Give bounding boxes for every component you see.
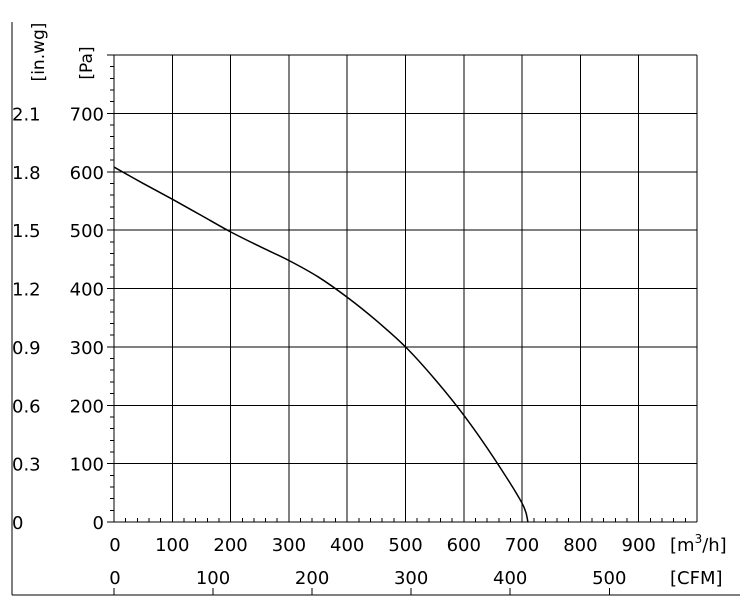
x-tick-label-cfm: 100 [196,568,230,589]
y-tick-label-pa: 100 [70,455,104,476]
x-tick-label-cfm: 500 [592,568,626,589]
y-tick-label-inwg: 0.6 [12,396,41,417]
y-tick-label-inwg: 0 [12,513,23,534]
x-axis-unit-m3h: [m3/h] [670,532,727,556]
y-tick-label-inwg: 0.3 [12,455,41,476]
y-tick-label-pa: 700 [70,104,104,125]
x-tick-label-m3h: 200 [213,535,247,556]
x-axis-unit-cfm: [CFM] [670,568,723,589]
chart-frame [11,22,740,596]
x-unit-tail: /h] [702,535,727,556]
grid [114,55,697,522]
x-tick-label-m3h: 500 [388,535,422,556]
x-tick-label-m3h: 700 [505,535,539,556]
x-unit-sup: 3 [695,532,703,546]
y-axis-unit-inwg: [in.wg] [29,23,49,82]
y-tick-label-pa: 200 [70,396,104,417]
curve-layer [113,166,529,523]
x-tick-label-cfm: 0 [109,568,120,589]
x-tick-label-cfm: 300 [394,568,428,589]
x-tick-label-m3h: 600 [447,535,481,556]
x-tick-label-cfm: 400 [493,568,527,589]
x-tick-label-cfm: 200 [295,568,329,589]
y-tick-label-inwg: 1.2 [12,280,41,301]
axis-labels: 010020030040050060070000.30.60.91.21.51.… [12,23,727,589]
x-tick-label-m3h: 300 [272,535,306,556]
x-tick-label-m3h: 900 [622,535,656,556]
y-tick-label-pa: 500 [70,221,104,242]
minor-ticks [107,54,698,595]
x-tick-label-m3h: 400 [330,535,364,556]
x-tick-label-m3h: 100 [155,535,189,556]
x-unit-base: [m [670,535,695,556]
fan-curve-line [113,166,529,523]
x-tick-label-m3h: 0 [109,535,120,556]
y-tick-label-inwg: 0.9 [12,338,41,359]
y-axis-unit-pa: [Pa] [77,46,97,79]
y-tick-label-pa: 600 [70,163,104,184]
y-tick-label-pa: 0 [93,513,104,534]
y-tick-label-pa: 400 [70,280,104,301]
y-tick-label-inwg: 1.5 [12,221,41,242]
x-tick-label-m3h: 800 [563,535,597,556]
y-tick-label-inwg: 2.1 [12,104,41,125]
y-tick-label-inwg: 1.8 [12,163,41,184]
y-tick-label-pa: 300 [70,338,104,359]
